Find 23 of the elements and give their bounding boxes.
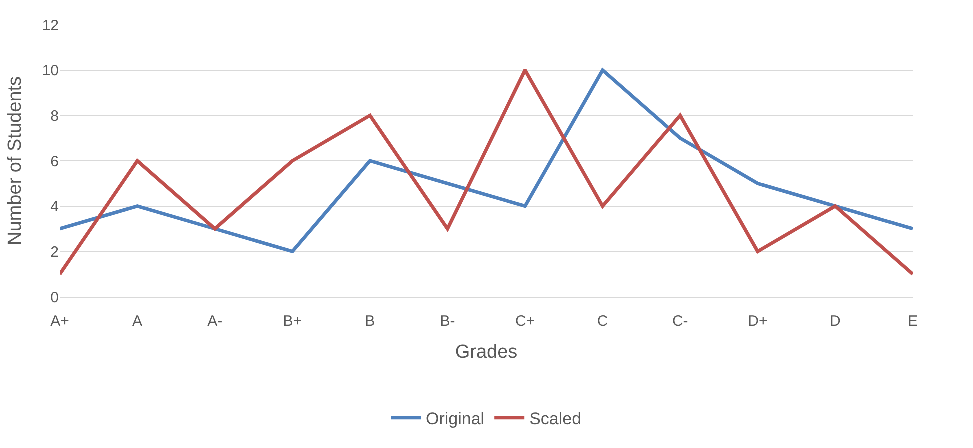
x-tick-label: E [908, 313, 918, 330]
x-tick-label: A [132, 313, 143, 330]
x-tick-label: B [365, 313, 376, 330]
y-tick-label: 6 [50, 153, 59, 170]
x-tick-label: C [597, 313, 608, 330]
x-axis-title: Grades [455, 342, 518, 363]
y-tick-label: 10 [42, 62, 59, 80]
legend-label: Scaled [530, 410, 582, 429]
y-tick-label: 0 [50, 289, 59, 306]
x-tick-label: B- [440, 313, 456, 330]
x-tick-label: A- [208, 313, 223, 330]
x-tick-label: B+ [283, 313, 302, 330]
x-tick-label: D+ [748, 313, 768, 330]
y-tick-label: 2 [50, 244, 59, 261]
y-axis-title: Number of Students [5, 76, 26, 246]
x-tick-label: C+ [515, 313, 536, 330]
x-tick-label: C- [672, 313, 688, 330]
x-tick-label: A+ [50, 313, 70, 330]
y-tick-label: 4 [50, 198, 59, 216]
x-tick-label: D [830, 313, 842, 330]
legend-label: Original [426, 410, 485, 429]
y-tick-label: 8 [50, 108, 59, 125]
y-tick-label: 12 [42, 17, 59, 34]
